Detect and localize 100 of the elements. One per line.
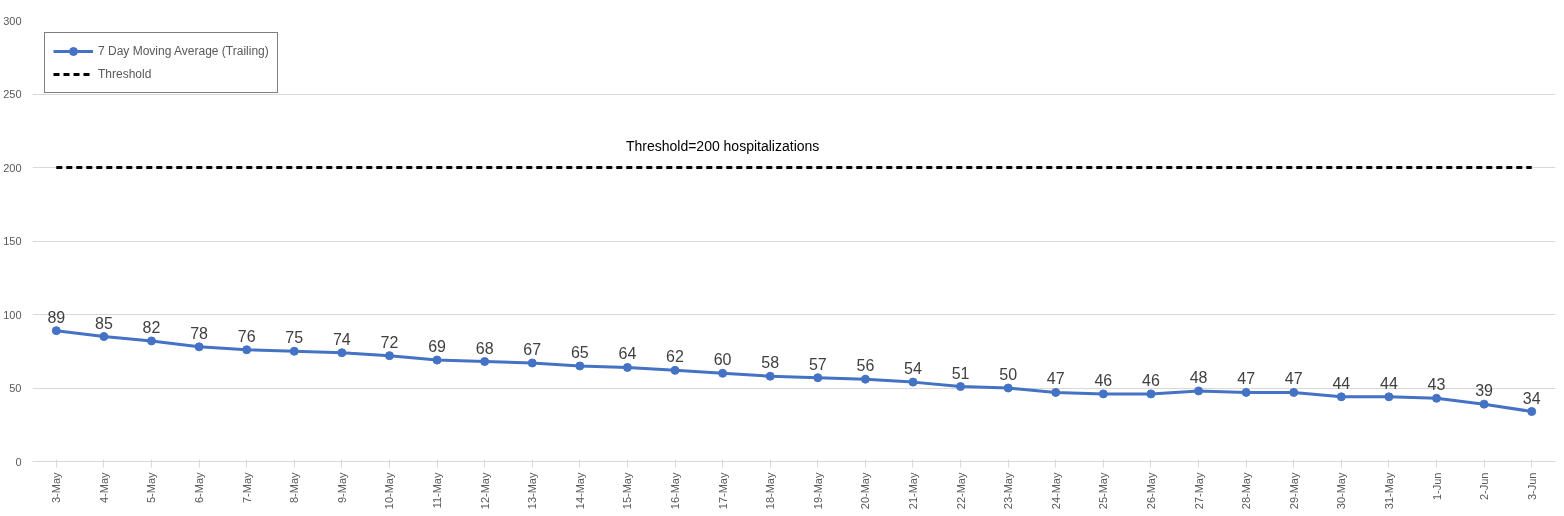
x-tick-label: 16-May bbox=[669, 472, 682, 510]
data-label: 89 bbox=[47, 308, 66, 326]
data-label: 44 bbox=[1380, 374, 1398, 392]
point bbox=[432, 355, 442, 365]
data-label: 85 bbox=[94, 314, 113, 332]
data-label: 62 bbox=[666, 348, 685, 366]
point bbox=[813, 373, 823, 383]
point bbox=[765, 371, 775, 381]
data-label: 48 bbox=[1189, 368, 1208, 386]
y-tick-label: 150 bbox=[3, 235, 22, 247]
data-label: 82 bbox=[142, 318, 161, 336]
x-tick-label: 29-May bbox=[1287, 472, 1300, 510]
x-tick-label: 26-May bbox=[1144, 472, 1157, 510]
point bbox=[908, 377, 918, 387]
x-tick-label: 17-May bbox=[716, 472, 729, 510]
x-tick-label: 24-May bbox=[1049, 472, 1062, 510]
point bbox=[718, 368, 728, 378]
data-label: 50 bbox=[999, 366, 1018, 383]
x-tick-label: 12-May bbox=[478, 472, 491, 510]
point bbox=[1241, 387, 1251, 397]
data-label: 47 bbox=[1237, 370, 1256, 388]
point bbox=[99, 332, 109, 342]
point bbox=[622, 362, 632, 372]
point bbox=[575, 361, 585, 371]
x-tick-label: 28-May bbox=[1240, 472, 1253, 510]
data-label: 75 bbox=[285, 329, 304, 347]
point bbox=[1479, 399, 1489, 409]
x-tick-label: 9-May bbox=[335, 472, 348, 504]
x-tick-label: 25-May bbox=[1097, 472, 1110, 510]
data-label: 76 bbox=[237, 327, 256, 345]
point bbox=[337, 348, 347, 358]
x-tick-label: 6-May bbox=[193, 472, 206, 504]
legend-label: Threshold bbox=[98, 67, 152, 81]
point bbox=[289, 346, 299, 356]
point bbox=[146, 336, 156, 346]
y-tick-label: 0 bbox=[15, 455, 22, 468]
point bbox=[480, 357, 490, 367]
x-tick-label: 31-May bbox=[1382, 472, 1395, 510]
point bbox=[670, 365, 680, 375]
x-tick-label: 23-May bbox=[1002, 472, 1015, 510]
point bbox=[1289, 387, 1299, 397]
data-label: 74 bbox=[332, 330, 351, 348]
x-tick-label: 15-May bbox=[621, 472, 634, 510]
x-tick-label: 5-May bbox=[145, 472, 158, 504]
point bbox=[1432, 393, 1442, 403]
data-label: 57 bbox=[808, 355, 827, 373]
x-tick-label: 4-May bbox=[97, 472, 110, 504]
y-tick-label: 250 bbox=[3, 88, 22, 100]
x-tick-label: 2-Jun bbox=[1478, 472, 1491, 501]
x-tick-label: 3-Jun bbox=[1525, 472, 1538, 501]
point bbox=[1336, 392, 1346, 402]
data-label: 54 bbox=[904, 360, 922, 378]
data-label: 34 bbox=[1522, 389, 1541, 407]
x-tick-label: 22-May bbox=[954, 472, 967, 510]
data-label: 64 bbox=[618, 345, 637, 363]
x-tick-label: 3-May bbox=[50, 472, 63, 504]
x-tick-label: 20-May bbox=[859, 472, 872, 510]
x-tick-label: 13-May bbox=[526, 472, 539, 510]
y-tick-label: 200 bbox=[3, 161, 22, 174]
point bbox=[384, 351, 394, 361]
point bbox=[1384, 392, 1394, 402]
data-label: 60 bbox=[713, 351, 732, 369]
x-tick-label: 18-May bbox=[764, 472, 777, 510]
y-tick-label: 50 bbox=[9, 382, 22, 394]
data-label: 43 bbox=[1427, 376, 1446, 394]
x-tick-label: 30-May bbox=[1335, 472, 1348, 510]
point bbox=[51, 326, 61, 336]
point bbox=[1003, 383, 1013, 393]
data-label: 44 bbox=[1332, 374, 1351, 392]
data-label: 58 bbox=[761, 354, 780, 372]
data-label: 69 bbox=[428, 338, 447, 356]
x-tick-label: 1-Jun bbox=[1430, 472, 1443, 501]
point bbox=[194, 342, 204, 352]
x-tick-label: 19-May bbox=[811, 472, 824, 510]
data-label: 72 bbox=[380, 333, 399, 351]
point bbox=[1051, 387, 1061, 397]
point bbox=[1194, 386, 1204, 396]
data-label: 65 bbox=[570, 343, 589, 361]
data-label: 51 bbox=[951, 364, 970, 382]
data-label: 47 bbox=[1046, 370, 1065, 388]
data-label: 47 bbox=[1284, 370, 1303, 388]
data-label: 56 bbox=[856, 357, 875, 375]
data-label: 46 bbox=[1142, 371, 1160, 389]
legend-label: 7 Day Moving Average (Trailing) bbox=[98, 44, 269, 58]
x-tick-label: 21-May bbox=[906, 472, 919, 510]
data-label: 67 bbox=[523, 341, 542, 359]
data-label: 46 bbox=[1094, 371, 1113, 389]
y-tick-label: 100 bbox=[3, 308, 22, 321]
x-tick-label: 7-May bbox=[240, 472, 253, 504]
x-tick-label: 10-May bbox=[383, 472, 396, 510]
point bbox=[527, 358, 537, 368]
data-label: 39 bbox=[1475, 382, 1494, 400]
annotation: Threshold=200 hospitalizations bbox=[625, 137, 820, 154]
data-label: 78 bbox=[190, 324, 209, 342]
x-tick-label: 8-May bbox=[288, 472, 301, 504]
point bbox=[956, 382, 966, 392]
data-label: 68 bbox=[475, 339, 494, 357]
point bbox=[242, 345, 252, 355]
point bbox=[1098, 389, 1108, 399]
point bbox=[1146, 389, 1156, 399]
